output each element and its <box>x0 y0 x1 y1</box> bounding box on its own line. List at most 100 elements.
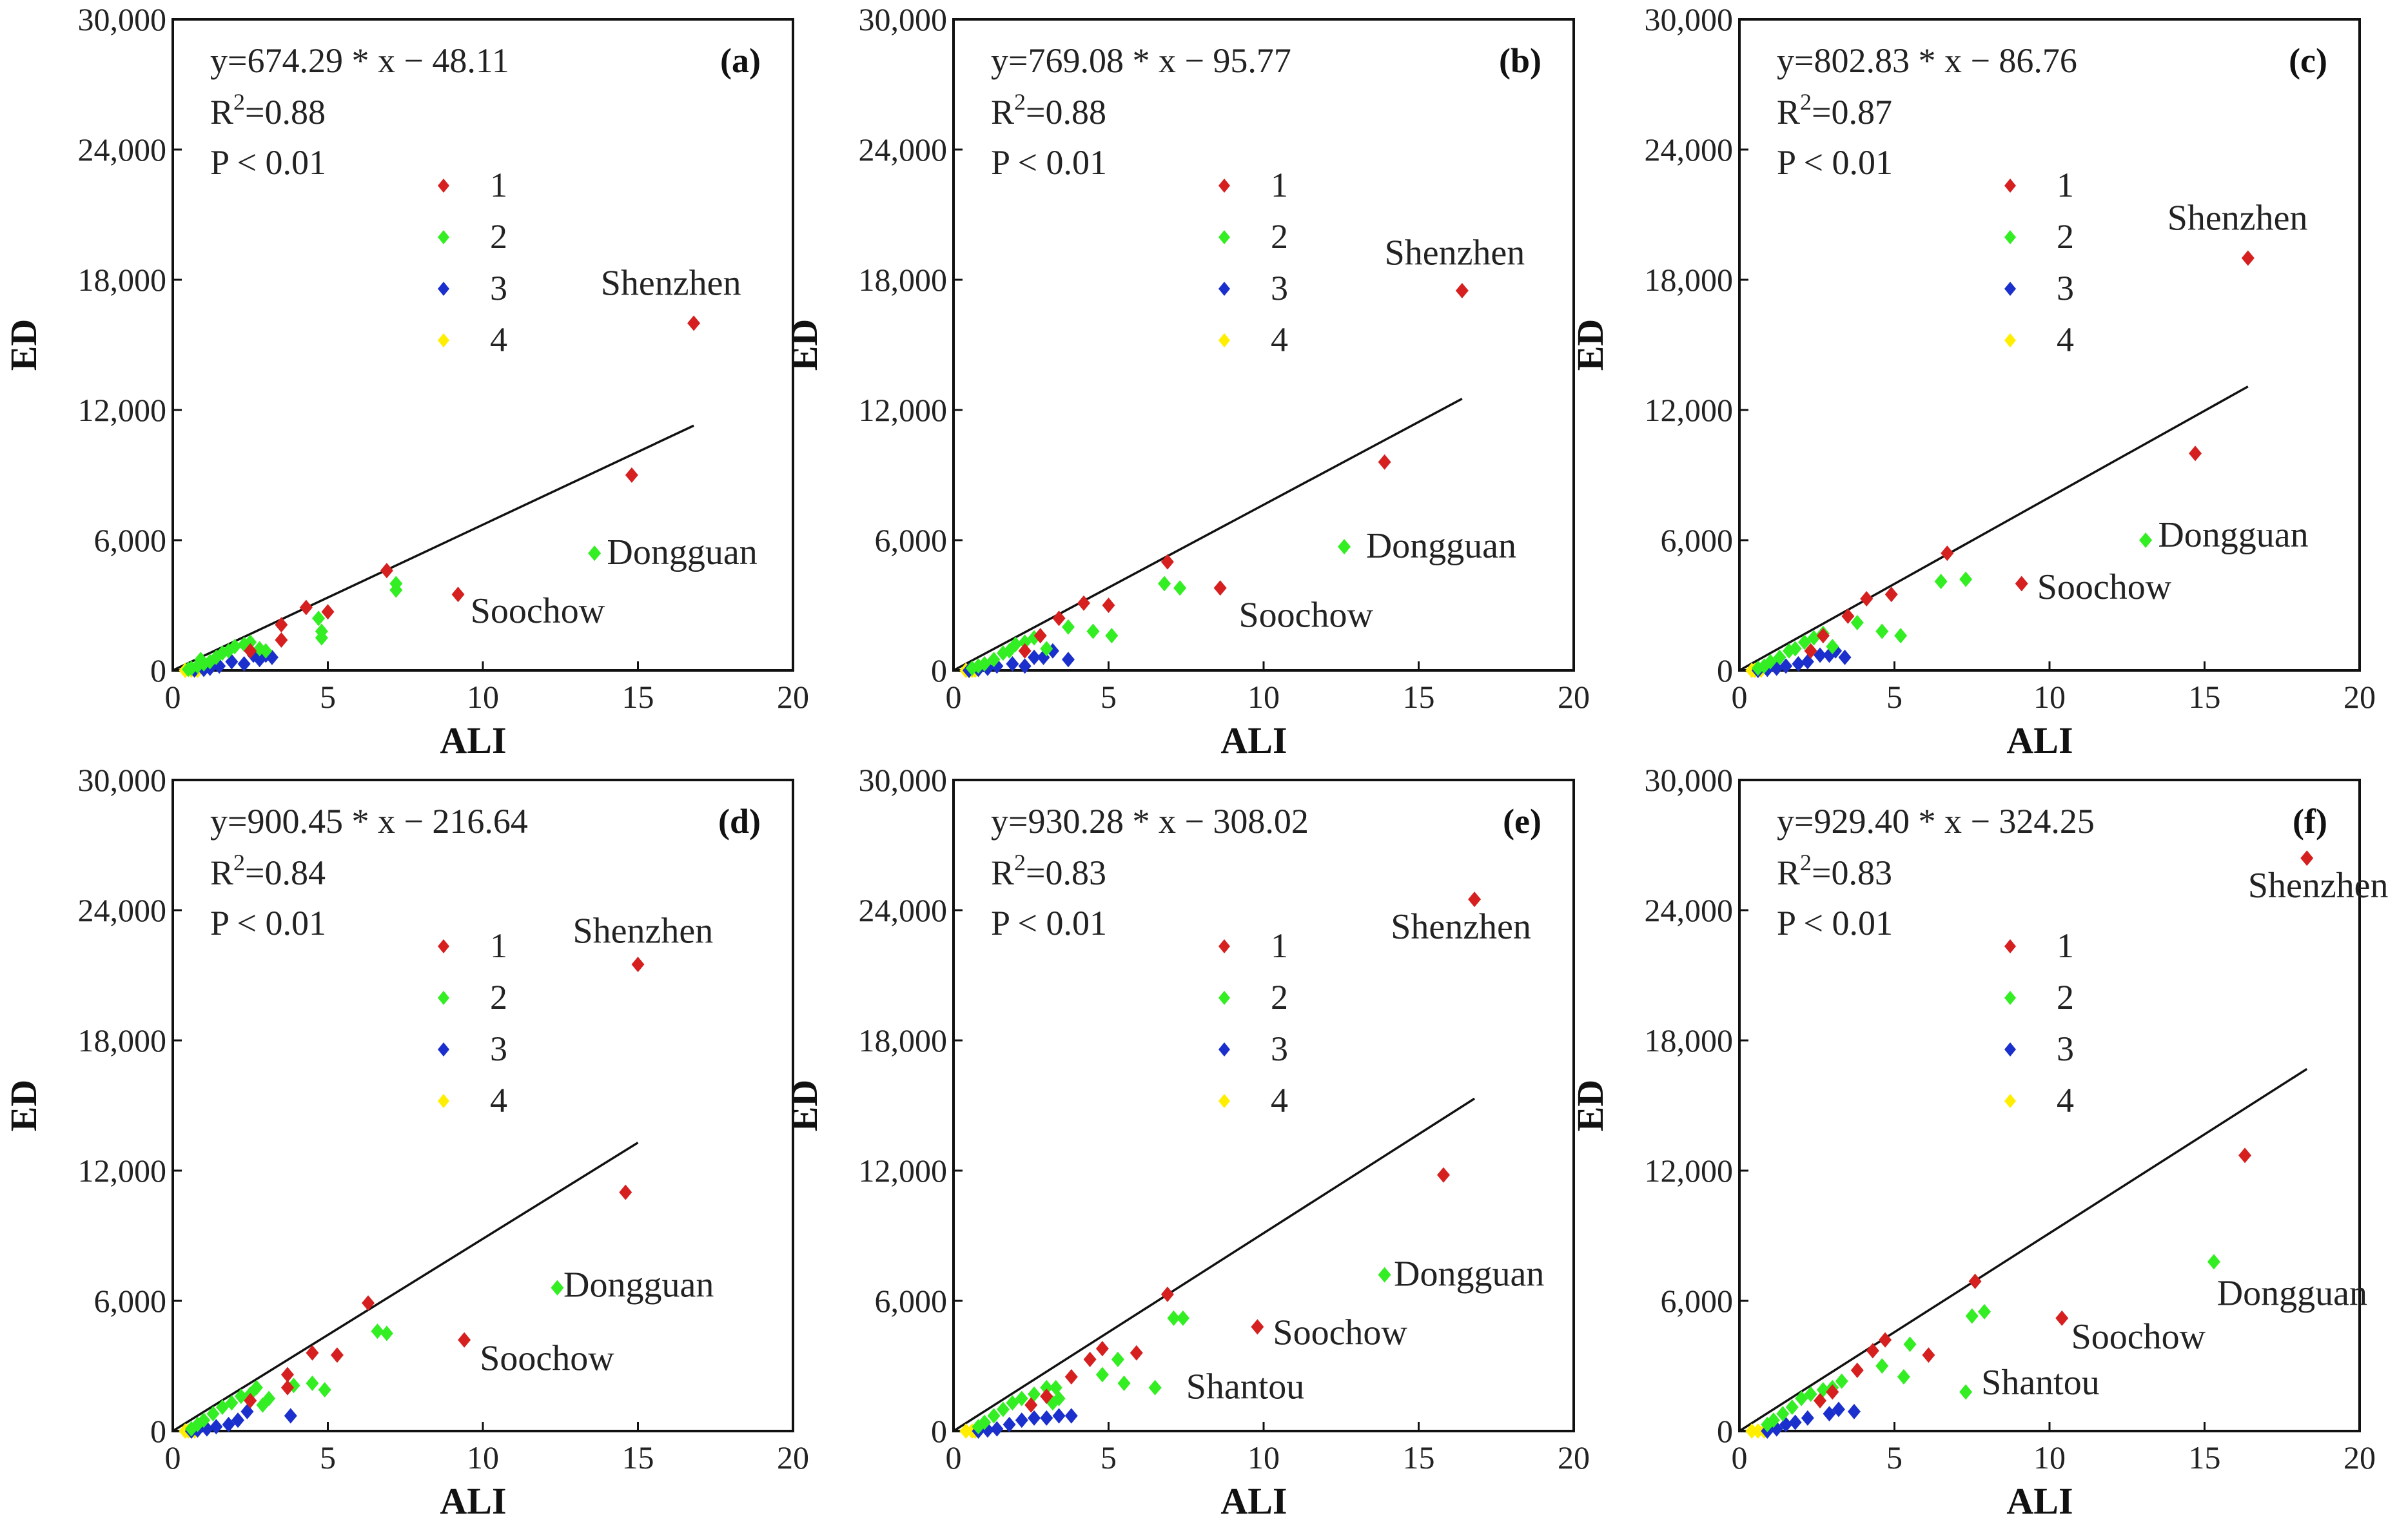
city-annotation: Soochow <box>2071 1317 2206 1357</box>
data-point-series-2 <box>1040 641 1053 657</box>
y-tick-label: 18,000 <box>1645 262 1734 298</box>
data-point-series-1 <box>1077 595 1091 611</box>
x-tick-label: 5 <box>320 679 336 715</box>
data-point-series-2 <box>1773 649 1786 665</box>
x-tick-label: 0 <box>946 679 962 715</box>
city-annotation: Soochow <box>2037 567 2172 607</box>
data-point-series-2 <box>1095 1367 1109 1383</box>
y-tick-label: 24,000 <box>859 892 948 928</box>
y-tick-label: 24,000 <box>1645 132 1734 168</box>
data-point-series-3 <box>1040 1410 1053 1426</box>
data-point-series-1 <box>1436 1167 1450 1183</box>
r-squared-exponent: 2 <box>1800 850 1812 875</box>
data-point-series-3 <box>1015 1412 1028 1428</box>
r-squared: R2=0.88 <box>210 89 326 132</box>
data-point-series-2 <box>1338 539 1351 555</box>
regression-equation: y=769.08 * x − 95.77 <box>991 41 1291 80</box>
r-squared-prefix: R <box>991 93 1014 132</box>
data-point-series-3 <box>213 658 226 674</box>
data-point-series-1 <box>451 587 465 603</box>
regression-equation: y=929.40 * x − 324.25 <box>1777 802 2095 841</box>
y-tick-label: 6,000 <box>875 522 948 558</box>
y-tick-label: 18,000 <box>78 1022 167 1058</box>
r-squared: R2=0.83 <box>991 850 1106 892</box>
data-point-series-2 <box>1798 634 1812 650</box>
regression-line <box>172 1142 639 1432</box>
data-point-series-2 <box>1751 660 1765 676</box>
data-point-series-2 <box>1117 1375 1131 1391</box>
regression-equation: y=930.28 * x − 308.02 <box>991 802 1309 841</box>
x-tick-label: 15 <box>1403 1439 1435 1476</box>
r-squared-value: =0.88 <box>1026 93 1106 132</box>
city-annotation: Soochow <box>471 591 605 631</box>
r-squared: R2=0.84 <box>210 850 326 892</box>
p-value: P < 0.01 <box>1777 904 1893 942</box>
y-tick-label: 18,000 <box>78 262 167 298</box>
data-point-series-2 <box>312 610 326 627</box>
data-point-series-1 <box>1040 1389 1053 1405</box>
data-point-series-2 <box>1875 623 1889 639</box>
y-tick-label: 30,000 <box>859 762 948 798</box>
data-point-series-1 <box>687 315 701 331</box>
x-tick-label: 0 <box>946 1439 962 1476</box>
panel-e: 0 5 10 15 20 0 6,000 12,000 18,000 24,000 30,000 AL… <box>783 762 1590 1522</box>
data-point-series-1 <box>1884 587 1898 603</box>
data-point-series-1 <box>619 1184 632 1200</box>
data-point-series-1 <box>280 1379 294 1396</box>
x-axis-label: ALI <box>1220 719 1287 761</box>
data-point-series-2 <box>234 1389 248 1405</box>
legend-marker <box>1218 1094 1230 1108</box>
data-point-series-2 <box>1835 1373 1848 1389</box>
regression-line <box>172 424 694 672</box>
data-point-series-1 <box>1160 1286 1174 1302</box>
legend-label: 4 <box>2057 320 2074 359</box>
city-annotation: Shantou <box>1981 1363 2100 1403</box>
r-squared-exponent: 2 <box>233 850 245 875</box>
legend-label: 4 <box>1271 320 1288 359</box>
x-tick-label: 5 <box>320 1439 336 1476</box>
data-point-series-1 <box>321 604 335 620</box>
x-tick-label: 20 <box>2343 1439 2376 1476</box>
data-point-series-1 <box>1860 590 1874 607</box>
data-point-series-3 <box>1064 1408 1078 1424</box>
legend-label: 4 <box>490 1081 507 1120</box>
panel-d: 0 5 10 15 20 0 6,000 12,000 18,000 24,000 30,000 AL… <box>3 762 809 1522</box>
data-point-series-1 <box>1968 1273 1982 1289</box>
legend-label: 2 <box>490 978 507 1017</box>
legend-marker <box>438 282 449 296</box>
x-tick-label: 5 <box>1101 1439 1117 1476</box>
legend-label: 1 <box>490 166 507 204</box>
data-point-series-2 <box>996 1401 1010 1418</box>
legend-label: 4 <box>1271 1081 1288 1120</box>
data-point-series-1 <box>275 617 288 633</box>
legend-marker <box>438 230 449 244</box>
data-point-series-2 <box>1959 1384 1973 1400</box>
y-axis-label: ED <box>1569 319 1611 371</box>
data-point-series-1 <box>2241 250 2255 266</box>
data-point-series-3 <box>1832 1401 1845 1418</box>
y-tick-label: 6,000 <box>1661 522 1734 558</box>
legend-label: 2 <box>490 217 507 256</box>
p-value: P < 0.01 <box>210 143 326 182</box>
data-point-series-1 <box>306 1345 319 1361</box>
legend-label: 3 <box>1271 1029 1288 1068</box>
data-point-series-3 <box>1003 1416 1016 1432</box>
data-point-series-1 <box>1102 598 1115 613</box>
data-point-series-1 <box>1378 454 1391 470</box>
p-value: P < 0.01 <box>991 143 1107 182</box>
x-tick-label: 5 <box>1886 1439 1903 1476</box>
data-point-series-2 <box>256 1397 269 1413</box>
y-tick-label: 12,000 <box>1645 1153 1734 1189</box>
panel-b: 0 5 10 15 20 0 6,000 12,000 18,000 24,000 30,000 AL… <box>783 1 1590 761</box>
y-tick-label: 24,000 <box>859 132 948 168</box>
data-point-series-1 <box>244 1392 257 1408</box>
x-tick-label: 0 <box>165 1439 181 1476</box>
data-point-series-2 <box>2139 532 2153 548</box>
legend-marker <box>438 939 449 953</box>
data-point-series-2 <box>1015 1390 1028 1407</box>
city-annotation: Dongguan <box>607 532 757 572</box>
legend-marker <box>2004 1042 2016 1057</box>
city-annotation: Dongguan <box>1394 1254 1544 1294</box>
legend-marker <box>2004 179 2016 193</box>
data-point-series-2 <box>1111 1351 1124 1367</box>
